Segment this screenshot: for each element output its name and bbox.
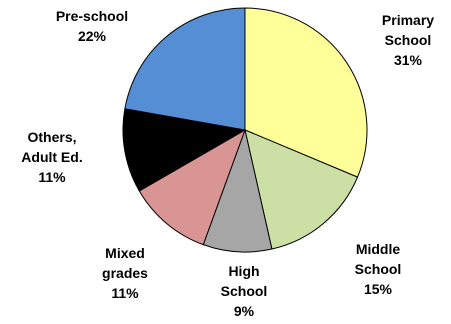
slice-label-line: Pre-school [56, 8, 128, 24]
slice-label-line: High [228, 263, 259, 279]
pie-slice-primary-school [244, 7, 368, 178]
pie-slice-middle-school [244, 129, 359, 250]
slice-label-line: Mixed [105, 245, 145, 261]
slice-label-line: 22% [78, 28, 107, 44]
slice-labels: Primary School 31% Middle School 15% High Schoo… [21, 8, 434, 319]
slice-label-line: Others, [27, 129, 76, 145]
slice-label-high-school: High School 9% [221, 263, 268, 319]
slice-label-line: 11% [38, 169, 66, 185]
pie-slice-pre-school [124, 7, 246, 131]
slice-label-line: Primary [382, 12, 434, 28]
pie-slices [122, 7, 368, 253]
slice-label-line: Middle [356, 241, 401, 257]
slice-label-middle-school: Middle School 15% [355, 241, 402, 297]
slice-label-line: 15% [364, 281, 393, 297]
slice-label-line: 9% [234, 303, 255, 319]
slice-label-others-adult-ed: Others, Adult Ed. 11% [21, 129, 82, 185]
slice-label-line: grades [102, 265, 148, 281]
slice-label-pre-school: Pre-school 22% [56, 8, 128, 44]
pie-slice-mixed-grades [138, 129, 246, 246]
slice-label-mixed-grades: Mixed grades 11% [102, 245, 148, 301]
slice-label-line: 31% [394, 52, 423, 68]
pie-slice-others-adult-ed [122, 108, 246, 192]
slice-label-line: School [221, 283, 268, 299]
slice-label-line: School [355, 261, 402, 277]
slice-label-line: 11% [111, 285, 139, 301]
slice-label-primary-school: Primary School 31% [382, 12, 434, 68]
slice-label-line: School [385, 32, 432, 48]
slice-label-line: Adult Ed. [21, 149, 82, 165]
